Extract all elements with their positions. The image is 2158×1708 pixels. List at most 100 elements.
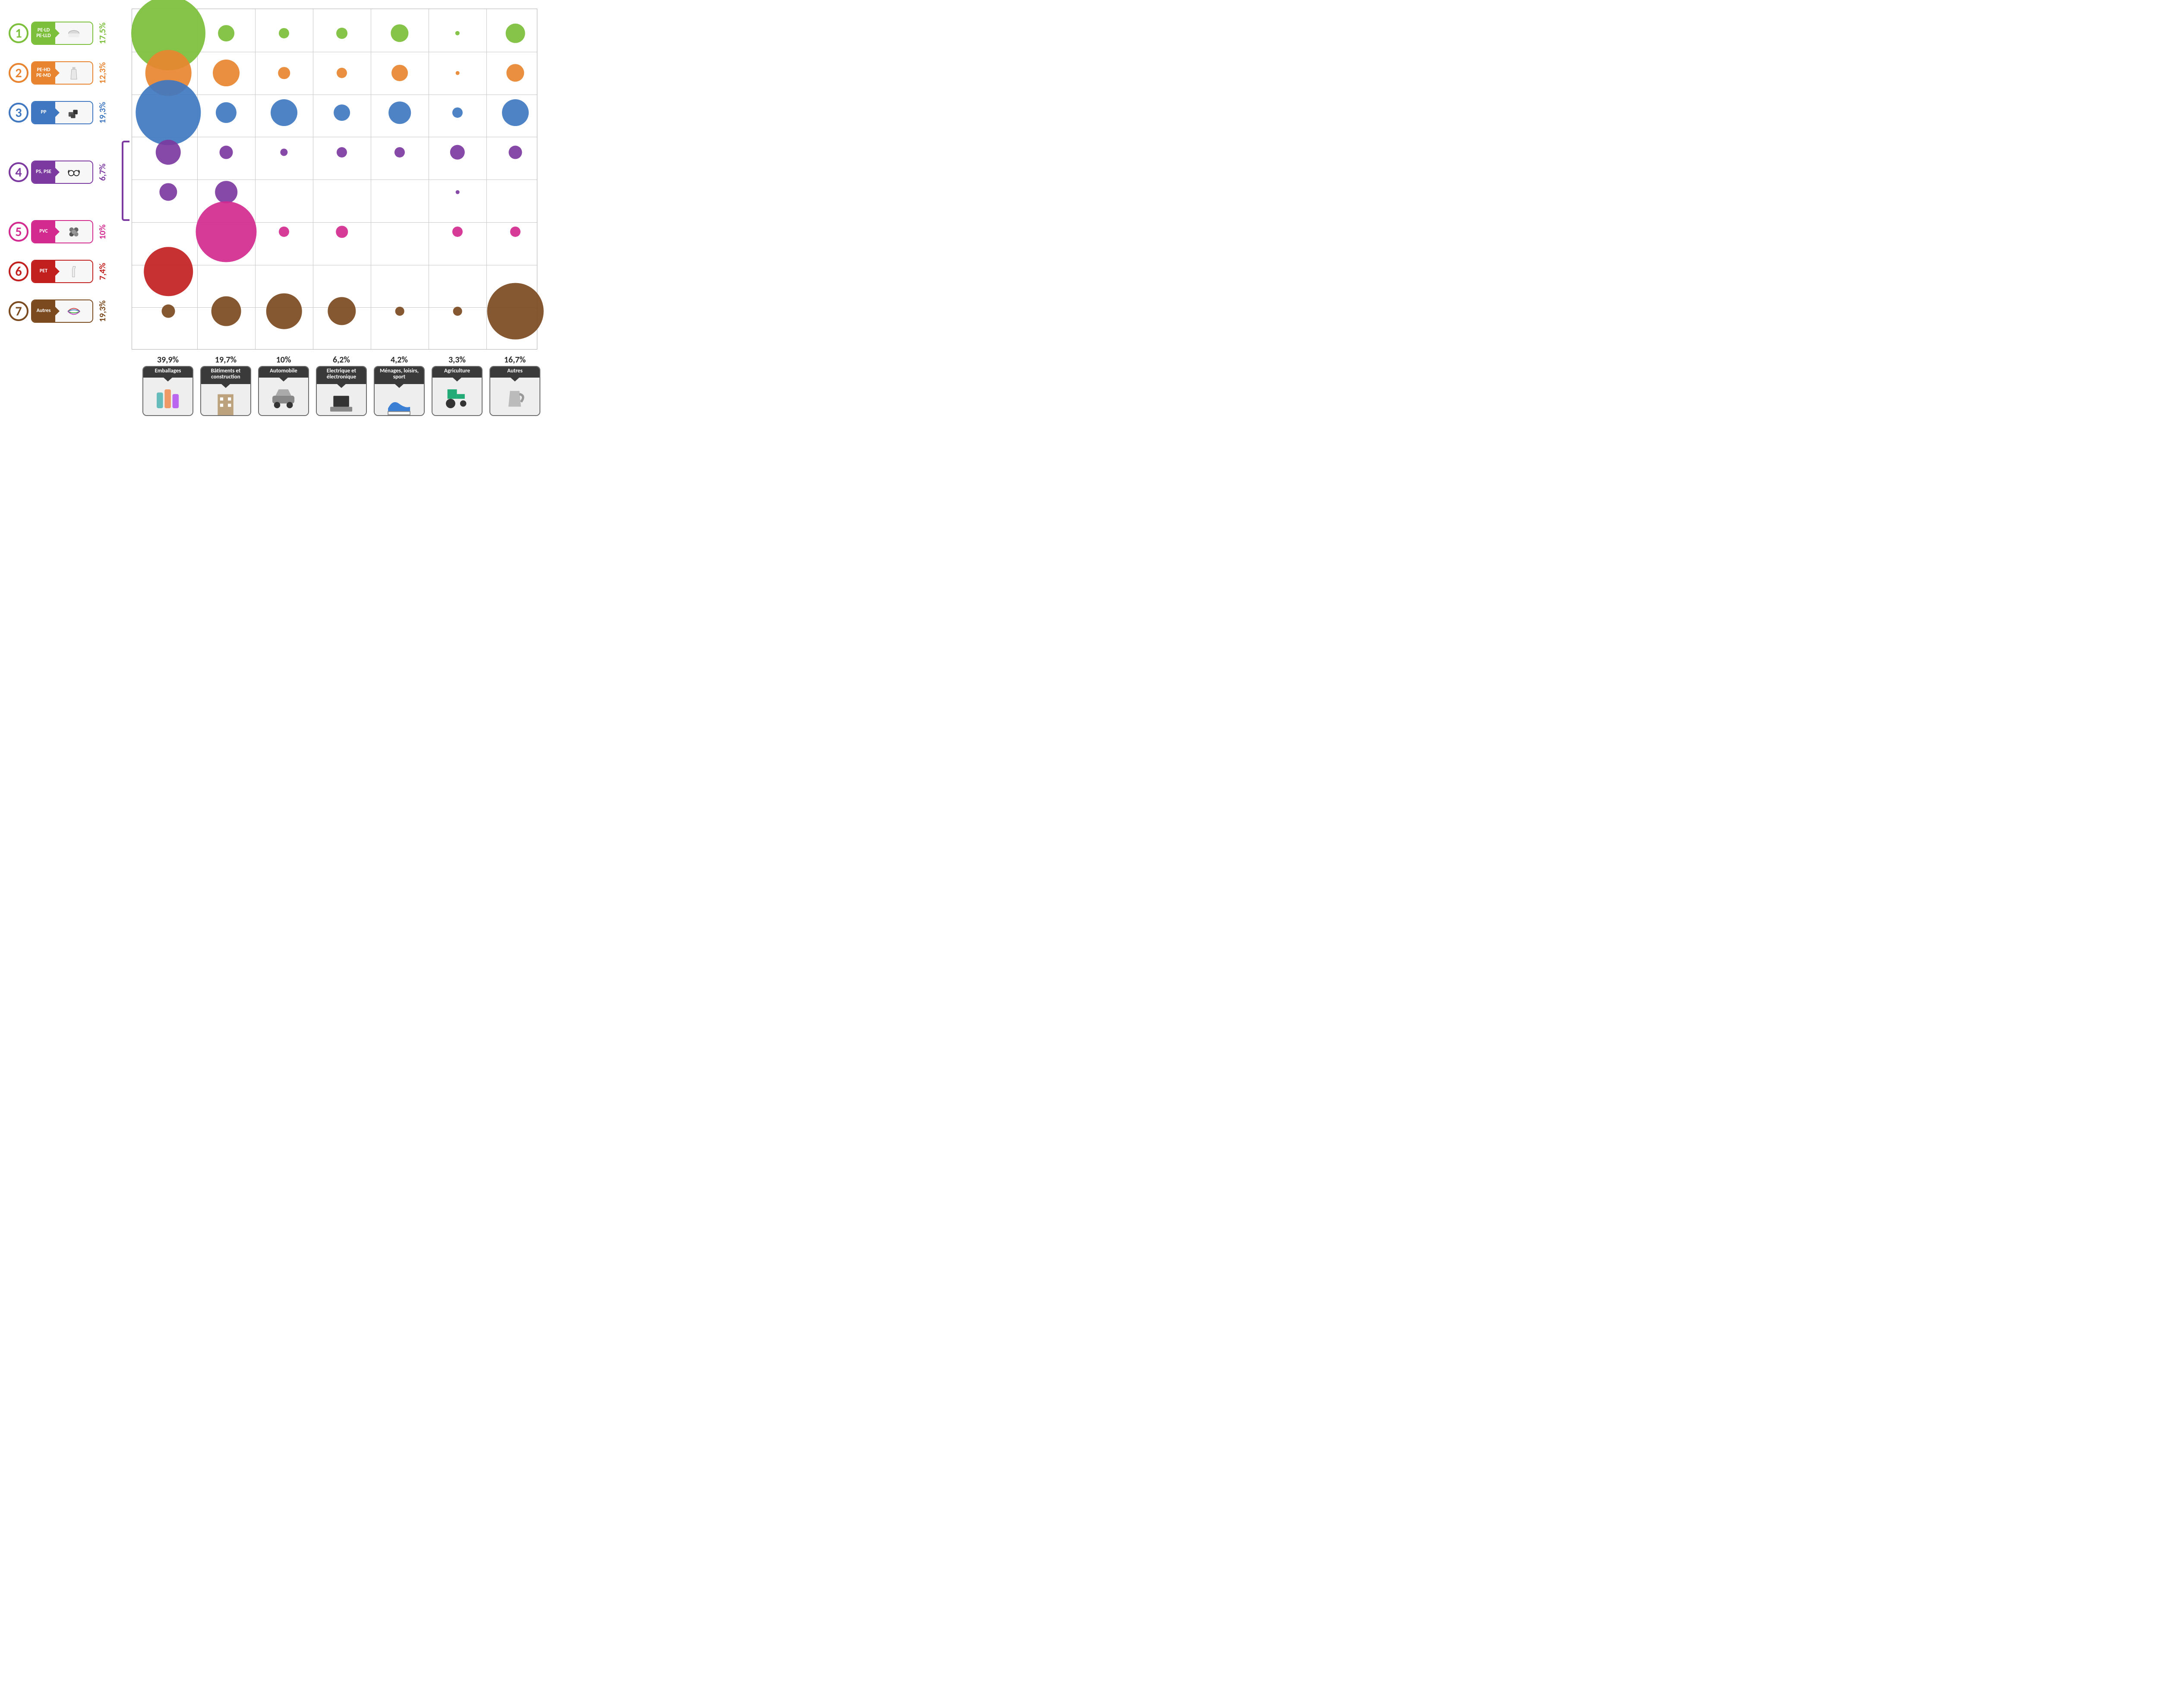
- sector-title: Automobile: [259, 367, 308, 378]
- sector-percentage: 39,9%: [157, 355, 179, 365]
- type-label: PET: [40, 268, 47, 274]
- bubble: [144, 247, 193, 296]
- sector-card: Autres: [489, 366, 540, 416]
- sector-card: Bâtiments et construction: [200, 366, 251, 416]
- type-percentage: 7,4%: [98, 263, 108, 280]
- type-percentage: 19,3%: [98, 102, 108, 123]
- sector-title: Autres: [490, 367, 540, 378]
- type-percentage: 17,5%: [98, 22, 108, 44]
- bubble: [506, 64, 524, 82]
- sector-column: 19,7% Bâtiments et construction: [199, 355, 252, 416]
- type-number-badge: 2: [9, 63, 28, 83]
- type-label-tab: PVC: [32, 221, 55, 243]
- type-card: PS, PSE: [31, 161, 93, 184]
- type-card: PVC: [31, 220, 93, 243]
- sector-column: 3,3%Agriculture: [430, 355, 484, 416]
- sector-percentage: 4,2%: [391, 355, 408, 365]
- bubble: [278, 67, 290, 79]
- bottle-icon: [55, 62, 92, 84]
- type-card: PE-HDPE-MD: [31, 61, 93, 85]
- bubble: [218, 25, 234, 41]
- type-number-badge: 4: [9, 162, 28, 182]
- type-label-tab: PET: [32, 261, 55, 282]
- type-number-badge: 6: [9, 262, 28, 281]
- type-label-tab: Autres: [32, 300, 55, 322]
- bubble: [216, 102, 237, 123]
- type-number-badge: 5: [9, 222, 28, 242]
- type-number-badge: 1: [9, 23, 28, 43]
- type-label: PP: [41, 110, 47, 115]
- sector-title: Bâtiments et construction: [201, 367, 250, 384]
- sector-card: Ménages, loisirs, sport: [374, 366, 425, 416]
- sector-percentage: 10%: [276, 355, 291, 365]
- bubble: [266, 293, 302, 329]
- type-label: Autres: [37, 308, 51, 314]
- sector-legend: 39,9% Emballages 19,7% Bâtiments et constru…: [132, 354, 544, 423]
- bubble: [510, 227, 521, 237]
- sector-card: Electrique et électronique: [316, 366, 367, 416]
- gridline-vertical: [197, 9, 198, 349]
- sector-percentage: 19,7%: [215, 355, 237, 365]
- sector-title: Emballages: [143, 367, 192, 378]
- containers-icon: [55, 102, 92, 123]
- sector-card: Agriculture: [432, 366, 483, 416]
- bubble: [395, 307, 404, 316]
- bubble: [337, 147, 347, 158]
- type-label-tab: PE-HDPE-MD: [32, 62, 55, 84]
- plastic-type-row: 7Autres19,3%: [9, 299, 108, 323]
- bubble: [156, 140, 181, 165]
- bubble: [271, 99, 297, 126]
- bubble: [336, 28, 347, 39]
- bubble: [452, 227, 463, 237]
- bubble: [456, 190, 460, 194]
- bubble: [502, 99, 529, 126]
- gridline-vertical: [255, 9, 256, 349]
- bubble: [196, 201, 256, 262]
- kettle-icon: [490, 378, 540, 416]
- type-card: PE-LDPE-LLD: [31, 22, 93, 45]
- bubble: [394, 147, 405, 158]
- type-label: PS, PSE: [36, 169, 51, 175]
- bubble: [506, 24, 525, 43]
- type-percentage: 10%: [98, 224, 108, 239]
- sector-title: Electrique et électronique: [317, 367, 366, 384]
- car-icon: [259, 378, 308, 416]
- bubble: [391, 24, 408, 42]
- bubble: [279, 227, 289, 237]
- sector-title: Ménages, loisirs, sport: [375, 367, 424, 384]
- bubble: [337, 68, 347, 78]
- bubble-plot: [132, 9, 537, 350]
- bubble: [336, 226, 348, 238]
- bubble: [280, 148, 287, 156]
- type-card: Autres: [31, 299, 93, 323]
- infographic-root: 1PE-LDPE-LLD17,5%2PE-HDPE-MD12,3%3PP19,3…: [9, 9, 544, 423]
- type-number-badge: 3: [9, 103, 28, 123]
- sector-title: Agriculture: [432, 367, 482, 378]
- gridline-vertical: [486, 9, 487, 349]
- type-card: PP: [31, 101, 93, 124]
- bubble: [453, 307, 462, 316]
- building-icon: [201, 384, 250, 416]
- spray-icon: [55, 261, 92, 282]
- bubble: [391, 65, 408, 81]
- shoes-icon: [375, 384, 424, 416]
- type-label: PE-LLD: [36, 33, 50, 39]
- sector-card: Emballages: [142, 366, 193, 416]
- film-roll-icon: [55, 22, 92, 44]
- packaging-icon: [143, 378, 192, 416]
- bubble: [136, 80, 201, 145]
- bubble: [220, 146, 233, 159]
- bubble: [334, 104, 350, 121]
- type-label-tab: PE-LDPE-LLD: [32, 22, 55, 44]
- tractor-icon: [432, 378, 482, 416]
- bubble: [487, 283, 544, 340]
- glasses-icon: [55, 161, 92, 183]
- bubble: [452, 107, 463, 118]
- bubble: [388, 101, 411, 124]
- sector-column: 39,9% Emballages: [141, 355, 195, 416]
- bubble: [215, 181, 237, 203]
- bubble: [279, 28, 289, 38]
- sector-percentage: 6,2%: [333, 355, 350, 365]
- type-card: PET: [31, 260, 93, 283]
- bubble: [509, 146, 522, 159]
